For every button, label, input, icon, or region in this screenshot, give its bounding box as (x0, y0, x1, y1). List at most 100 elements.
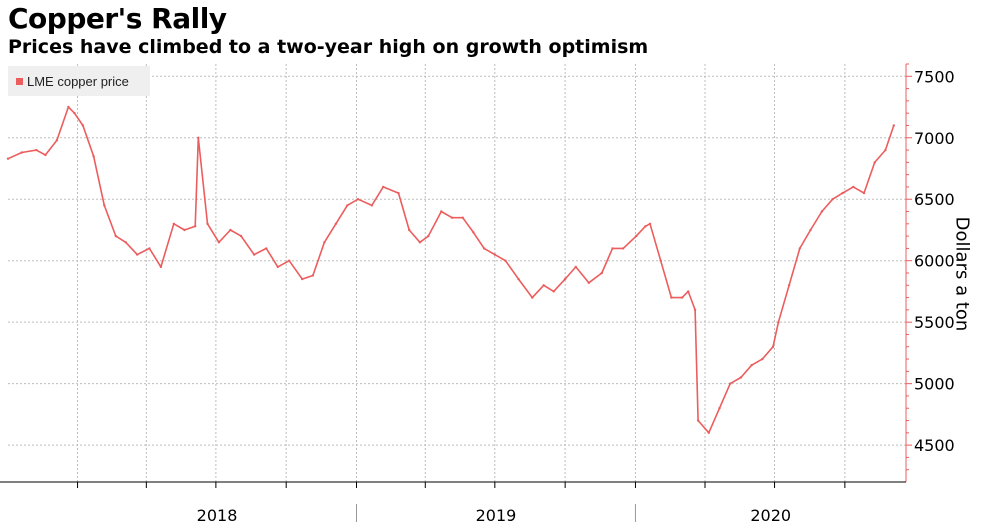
data-point (831, 198, 834, 201)
data-point (194, 225, 197, 228)
data-point (382, 185, 385, 189)
data-point (408, 228, 411, 232)
data-point (440, 210, 443, 213)
data-point (820, 210, 824, 213)
data-point (6, 157, 10, 160)
data-point (771, 345, 775, 348)
data-point (206, 222, 209, 225)
data-point (92, 155, 95, 158)
data-point (103, 204, 106, 207)
y-tick-label: 5500 (914, 313, 955, 332)
data-point (159, 265, 163, 269)
data-point (892, 124, 895, 127)
y-tick-label: 6000 (914, 252, 955, 271)
data-point (687, 290, 690, 293)
data-point (841, 191, 844, 195)
data-point (217, 241, 221, 244)
data-point (114, 234, 118, 238)
data-point (67, 105, 70, 109)
data-point (288, 259, 291, 262)
data-point (370, 204, 373, 207)
data-point (239, 234, 243, 238)
data-point (739, 376, 743, 379)
data-point (680, 296, 684, 299)
data-point (301, 277, 304, 281)
legend: LME copper price (8, 66, 150, 96)
axes: 4500 5000 5500 6000 6500 7000 7500 2018 2019 2020 (0, 63, 955, 524)
data-point (311, 274, 315, 277)
chart-subtitle: Prices have climbed to a two-year high o… (8, 36, 649, 58)
data-point (136, 253, 139, 256)
data-point (873, 161, 876, 164)
data-point (517, 277, 520, 281)
data-point (787, 284, 791, 287)
series-line (7, 106, 895, 434)
x-tick-label: 2020 (750, 506, 791, 524)
data-point (482, 247, 486, 250)
data-point (659, 259, 662, 262)
price-series (6, 105, 895, 434)
data-point (276, 265, 279, 269)
chart-title: Copper's Rally (8, 2, 227, 35)
gridlines (8, 64, 906, 482)
data-point (183, 228, 186, 232)
y-tick-label: 7500 (914, 67, 955, 86)
data-point (750, 364, 753, 367)
data-point (44, 153, 47, 157)
legend-swatch (16, 77, 23, 85)
data-point (761, 357, 764, 361)
data-point (644, 225, 647, 228)
data-point (587, 281, 590, 284)
data-point (20, 151, 23, 154)
data-point (346, 204, 349, 207)
y-tick-label: 4500 (914, 436, 955, 455)
y-axis-label: Dollars a ton (951, 216, 973, 332)
data-point (696, 419, 700, 422)
data-point (777, 321, 780, 324)
y-tick-label: 5000 (914, 375, 955, 394)
data-point (718, 407, 721, 410)
data-point (197, 136, 200, 139)
data-point (611, 247, 614, 250)
data-point (148, 247, 151, 250)
data-point (798, 247, 801, 250)
data-point (55, 139, 59, 142)
data-point (450, 216, 454, 219)
x-tick-label: 2019 (476, 506, 517, 524)
data-point (252, 253, 256, 256)
data-point (35, 148, 38, 152)
data-point (809, 228, 812, 232)
data-point (574, 265, 577, 269)
data-point (635, 234, 638, 238)
data-point (729, 382, 732, 385)
data-point (648, 222, 652, 225)
data-point (852, 185, 855, 189)
data-point (884, 148, 887, 152)
data-point (418, 241, 422, 244)
data-point (356, 198, 360, 201)
data-point (265, 247, 268, 250)
data-point (124, 241, 127, 244)
data-point (862, 191, 866, 195)
data-point (693, 308, 697, 312)
data-point (73, 112, 76, 115)
data-point (563, 277, 567, 281)
data-point (707, 431, 710, 434)
data-point (427, 234, 430, 238)
data-point (670, 296, 673, 299)
y-tick-label: 7000 (914, 129, 955, 148)
data-point (622, 247, 625, 250)
data-point (542, 284, 545, 287)
data-point (552, 290, 555, 293)
x-tick-label: 2018 (197, 506, 238, 524)
y-tick-label: 6500 (914, 190, 955, 209)
data-point (472, 231, 475, 234)
data-point (493, 253, 496, 256)
data-point (229, 228, 232, 232)
data-point (323, 241, 326, 244)
data-point (504, 259, 507, 262)
data-point (81, 124, 85, 127)
data-point (397, 191, 400, 195)
data-point (172, 222, 175, 225)
